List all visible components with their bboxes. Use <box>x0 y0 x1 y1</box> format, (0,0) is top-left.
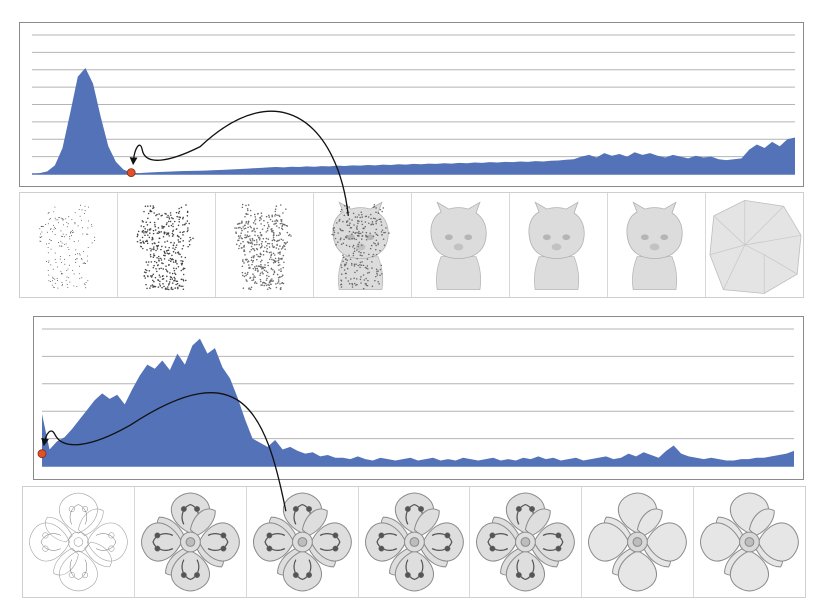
ornament-model-render <box>364 492 464 592</box>
cat-model-render <box>430 201 487 291</box>
cat-model-render <box>331 201 390 291</box>
ornament-model-thumbnail <box>134 487 247 597</box>
cat-model-render <box>136 204 194 291</box>
ornament-model-thumbnail <box>694 487 806 597</box>
ornament-model-thumbnail <box>23 487 135 597</box>
histogram-area <box>42 338 794 466</box>
ornament-model-render <box>476 492 576 592</box>
top-histogram-chart <box>32 34 795 178</box>
bottom-histogram-chart <box>37 328 794 467</box>
ornament-model-thumbnail <box>470 487 583 597</box>
cat-model-thumbnail <box>510 193 608 297</box>
ornament-model-thumbnail <box>582 487 695 597</box>
cat-model-render <box>39 204 96 289</box>
cat-model-render <box>234 203 292 291</box>
ornament-model-render <box>140 492 240 592</box>
ornament-model-render <box>588 492 688 592</box>
cat-model-thumbnail <box>118 193 216 297</box>
bottom-histogram-panel <box>33 316 804 480</box>
selected-point-marker <box>37 449 47 459</box>
cat-model-thumbnail <box>20 193 118 297</box>
histogram-area <box>32 68 795 174</box>
cat-model-thumbnail <box>216 193 314 297</box>
cat-model-thumbnail <box>608 193 706 297</box>
cat-model-thumbnail <box>412 193 510 297</box>
selected-point-marker <box>126 168 136 178</box>
bottom-thumbnail-strip <box>22 486 806 598</box>
cat-model-thumbnail <box>706 193 803 297</box>
top-histogram-panel <box>19 22 804 187</box>
ornament-model-render <box>252 492 352 592</box>
cat-model-render <box>709 199 802 294</box>
cat-model-render <box>528 201 585 291</box>
ornament-model-thumbnail <box>246 487 359 597</box>
cat-model-thumbnail <box>314 193 412 297</box>
ornament-model-thumbnail <box>358 487 471 597</box>
cat-model-render <box>626 201 683 291</box>
top-thumbnail-strip <box>19 192 804 298</box>
ornament-model-render <box>29 492 128 592</box>
ornament-model-render <box>700 492 800 592</box>
